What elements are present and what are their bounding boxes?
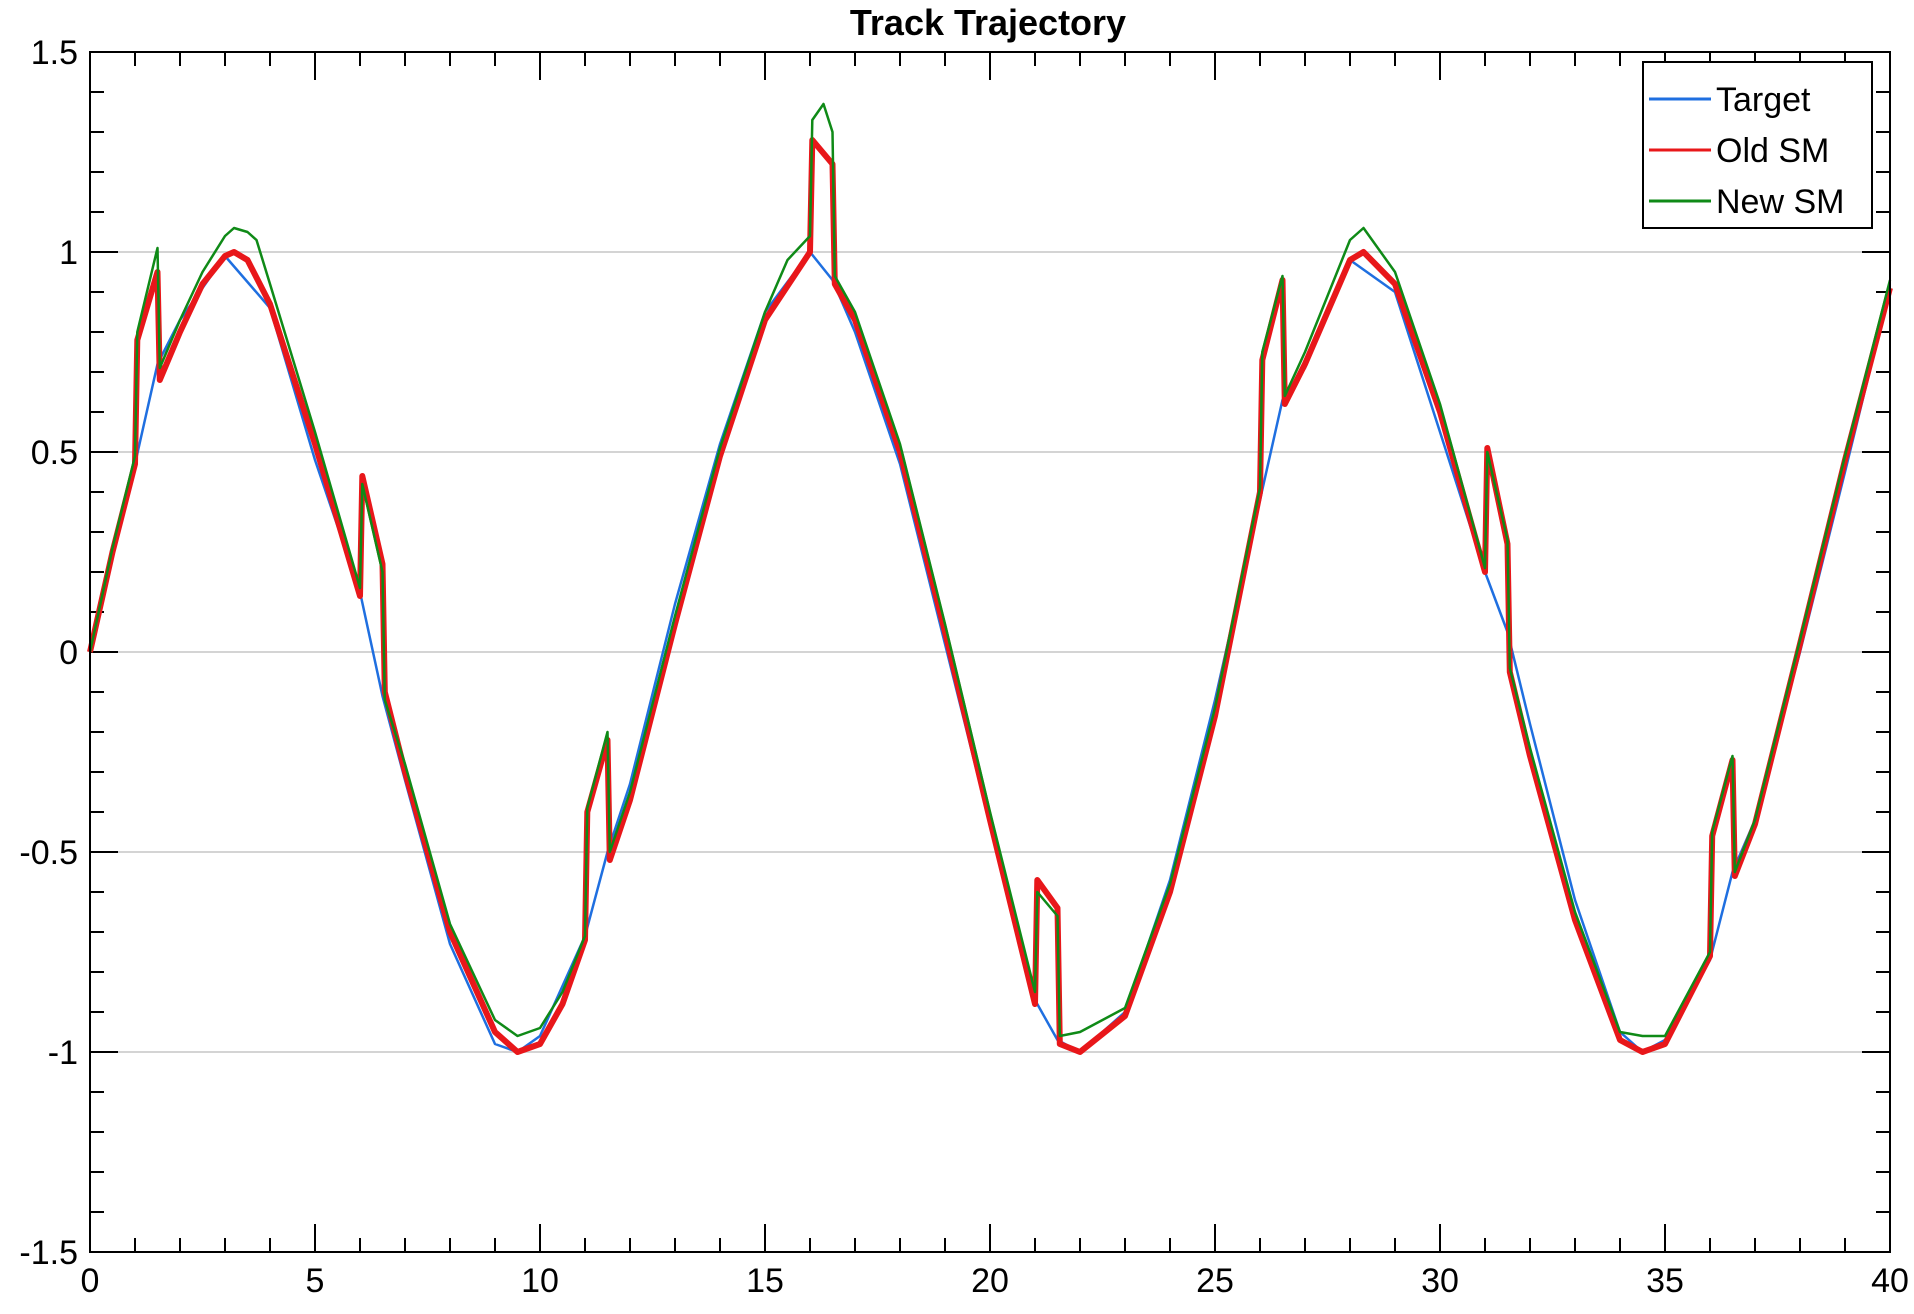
legend-label: Target: [1716, 81, 1811, 119]
series-lines: [87, 102, 1893, 1055]
y-tick-label: -1.5: [19, 1234, 78, 1272]
series-line-old-sm: [87, 137, 1893, 1055]
x-tick-label: 30: [1421, 1262, 1459, 1300]
x-tick-label: 15: [746, 1262, 784, 1300]
y-tick-label: -1: [48, 1034, 78, 1072]
y-tick-label: 1: [59, 234, 78, 272]
chart-title: Track Trajectory: [850, 2, 1126, 43]
x-tick-label: 5: [306, 1262, 325, 1300]
series-line-new-sm: [88, 102, 1892, 1038]
legend-label: New SM: [1716, 183, 1844, 221]
grid-lines: [90, 251, 1890, 1053]
y-tick-label: 0: [59, 634, 78, 672]
legend-label: Old SM: [1716, 132, 1829, 170]
y-tick-label: 1.5: [31, 34, 78, 72]
legend: Target Old SM New SM: [1642, 61, 1873, 229]
x-tick-label: 40: [1871, 1262, 1909, 1300]
y-tick-label: -0.5: [19, 834, 78, 872]
plot-frame: [89, 51, 1891, 1253]
axis-tick-labels: 0 5 10 15 20 25 30 35 40 -1.5 -1 -0.5 0 0.5 1 1.5: [19, 34, 1909, 1300]
x-tick-label: 35: [1646, 1262, 1684, 1300]
x-tick-label: 0: [81, 1262, 100, 1300]
x-tick-label: 10: [521, 1262, 559, 1300]
x-tick-label: 20: [971, 1262, 1009, 1300]
x-tick-label: 25: [1196, 1262, 1234, 1300]
y-tick-label: 0.5: [31, 434, 78, 472]
